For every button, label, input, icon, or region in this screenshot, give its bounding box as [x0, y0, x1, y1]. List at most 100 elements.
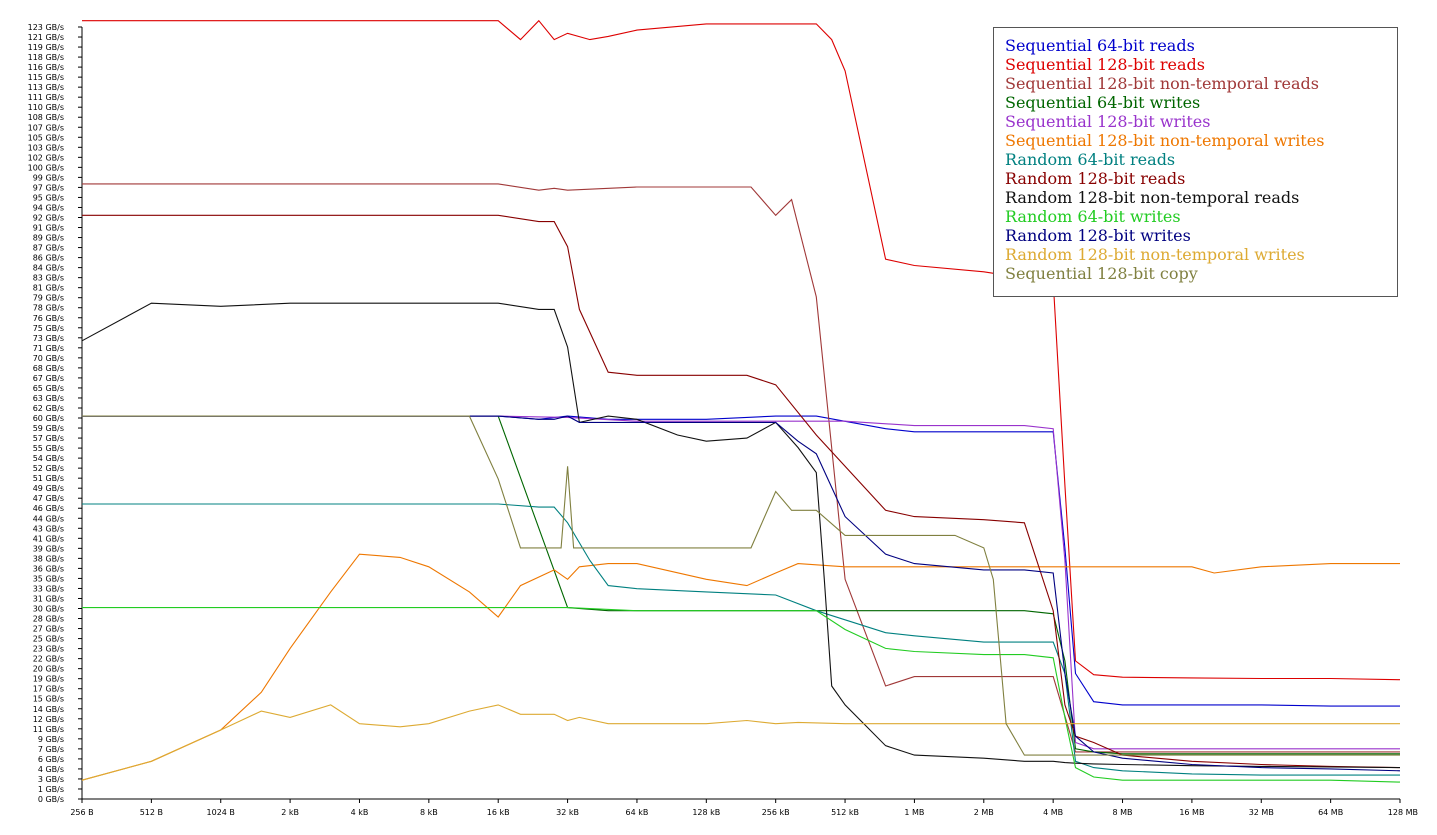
- x-tick-label: 4 MB: [1043, 808, 1063, 817]
- y-tick-label: 73 GB/s: [33, 334, 64, 343]
- y-tick-label: 97 GB/s: [33, 183, 64, 192]
- y-tick-label: 27 GB/s: [33, 625, 64, 634]
- y-tick-label: 44 GB/s: [33, 514, 64, 523]
- y-tick-label: 113 GB/s: [28, 83, 64, 92]
- legend-item: Sequential 64-bit reads: [1005, 36, 1195, 55]
- series-line-sequential-128-bit-non-temporal-writes: [81, 553, 1400, 781]
- legend-item: Sequential 128-bit writes: [1005, 112, 1211, 131]
- y-tick-label: 31 GB/s: [33, 594, 64, 603]
- y-tick-label: 4 GB/s: [38, 765, 64, 774]
- series-line-sequential-64-bit-reads: [82, 415, 1400, 707]
- y-tick-label: 78 GB/s: [33, 304, 64, 313]
- legend-item: Random 128-bit reads: [1005, 169, 1186, 188]
- y-tick-label: 14 GB/s: [33, 705, 64, 714]
- x-tick-label: 4 kB: [351, 808, 369, 817]
- y-tick-label: 76 GB/s: [33, 314, 64, 323]
- y-tick-label: 19 GB/s: [33, 675, 64, 684]
- y-tick-label: 47 GB/s: [33, 494, 64, 503]
- y-tick-label: 115 GB/s: [28, 73, 64, 82]
- series-line-random-128-bit-non-temporal-writes: [81, 704, 1400, 781]
- y-tick-label: 11 GB/s: [33, 725, 64, 734]
- y-tick-label: 87 GB/s: [33, 244, 64, 253]
- y-tick-label: 75 GB/s: [33, 324, 64, 333]
- legend-item: Sequential 128-bit reads: [1005, 55, 1205, 74]
- y-tick-label: 91 GB/s: [33, 224, 64, 233]
- series-line-sequential-128-bit-non-temporal-reads: [82, 183, 1400, 753]
- y-tick-label: 83 GB/s: [33, 274, 64, 283]
- y-tick-label: 99 GB/s: [33, 173, 64, 182]
- y-tick-label: 20 GB/s: [33, 665, 64, 674]
- y-tick-label: 22 GB/s: [33, 655, 64, 664]
- y-tick-label: 63 GB/s: [33, 394, 64, 403]
- x-tick-label: 128 MB: [1388, 808, 1418, 817]
- y-tick-label: 95 GB/s: [33, 193, 64, 202]
- legend: Sequential 64-bit reads Sequential 128-bi…: [993, 27, 1398, 297]
- y-tick-label: 55 GB/s: [33, 444, 64, 453]
- y-tick-label: 52 GB/s: [33, 464, 64, 473]
- y-tick-label: 23 GB/s: [33, 645, 64, 654]
- y-tick-label: 30 GB/s: [33, 605, 64, 614]
- axes: 0 GB/s1 GB/s3 GB/s4 GB/s6 GB/s7 GB/s9 GB…: [28, 23, 1418, 817]
- y-tick-label: 46 GB/s: [33, 504, 64, 513]
- y-tick-label: 86 GB/s: [33, 254, 64, 263]
- x-tick-label: 16 MB: [1179, 808, 1204, 817]
- y-tick-label: 62 GB/s: [33, 404, 64, 413]
- series-line-random-128-bit-non-temporal-reads: [81, 302, 1401, 769]
- y-tick-label: 92 GB/s: [33, 213, 64, 222]
- y-tick-label: 70 GB/s: [33, 354, 64, 363]
- y-tick-label: 107 GB/s: [28, 123, 64, 132]
- y-tick-label: 25 GB/s: [33, 635, 64, 644]
- y-tick-label: 118 GB/s: [28, 53, 64, 62]
- y-tick-label: 100 GB/s: [28, 163, 64, 172]
- legend-item: Sequential 128-bit non-temporal reads: [1005, 74, 1319, 93]
- series-line-random-128-bit-reads: [82, 214, 1401, 769]
- x-tick-label: 8 kB: [420, 808, 438, 817]
- x-tick-label: 2 kB: [281, 808, 299, 817]
- x-tick-label: 1024 B: [207, 808, 235, 817]
- y-tick-label: 17 GB/s: [33, 685, 64, 694]
- y-tick-label: 33 GB/s: [33, 584, 64, 593]
- series-line-random-64-bit-writes: [82, 607, 1401, 783]
- y-tick-label: 81 GB/s: [33, 284, 64, 293]
- y-tick-label: 43 GB/s: [33, 524, 64, 533]
- y-tick-label: 28 GB/s: [33, 615, 64, 624]
- x-tick-label: 32 kB: [556, 808, 579, 817]
- x-tick-label: 1 MB: [904, 808, 924, 817]
- y-tick-label: 0 GB/s: [38, 795, 64, 804]
- y-tick-label: 7 GB/s: [38, 745, 64, 754]
- legend-item: Sequential 64-bit writes: [1005, 93, 1201, 112]
- y-tick-label: 59 GB/s: [33, 424, 64, 433]
- legend-item: Random 128-bit writes: [1005, 226, 1191, 245]
- y-tick-label: 103 GB/s: [28, 143, 64, 152]
- y-tick-label: 49 GB/s: [33, 484, 64, 493]
- x-tick-label: 2 MB: [974, 808, 994, 817]
- y-tick-label: 119 GB/s: [28, 43, 64, 52]
- y-tick-label: 79 GB/s: [33, 294, 64, 303]
- legend-item: Random 64-bit writes: [1005, 207, 1181, 226]
- y-tick-label: 38 GB/s: [33, 554, 64, 563]
- y-tick-label: 3 GB/s: [38, 775, 64, 784]
- x-tick-label: 16 kB: [487, 808, 510, 817]
- legend-item: Sequential 128-bit non-temporal writes: [1005, 131, 1325, 150]
- y-tick-label: 65 GB/s: [33, 384, 64, 393]
- series-line-sequential-128-bit-writes: [82, 415, 1400, 750]
- x-tick-label: 32 MB: [1249, 808, 1274, 817]
- y-tick-label: 9 GB/s: [38, 735, 64, 744]
- y-tick-label: 68 GB/s: [33, 364, 64, 373]
- y-tick-label: 15 GB/s: [33, 695, 64, 704]
- x-tick-label: 256 B: [70, 808, 93, 817]
- y-tick-label: 41 GB/s: [33, 534, 64, 543]
- x-tick-label: 256 kB: [762, 808, 790, 817]
- legend-item: Random 64-bit reads: [1005, 150, 1176, 169]
- y-tick-label: 94 GB/s: [33, 203, 64, 212]
- y-tick-label: 1 GB/s: [38, 785, 64, 794]
- legend-item: Random 128-bit non-temporal reads: [1005, 188, 1300, 207]
- y-tick-label: 51 GB/s: [33, 474, 64, 483]
- y-tick-label: 36 GB/s: [33, 564, 64, 573]
- y-tick-label: 39 GB/s: [33, 544, 64, 553]
- y-tick-label: 89 GB/s: [33, 234, 64, 243]
- x-tick-label: 64 MB: [1318, 808, 1343, 817]
- y-tick-label: 111 GB/s: [28, 93, 64, 102]
- y-tick-label: 105 GB/s: [28, 133, 64, 142]
